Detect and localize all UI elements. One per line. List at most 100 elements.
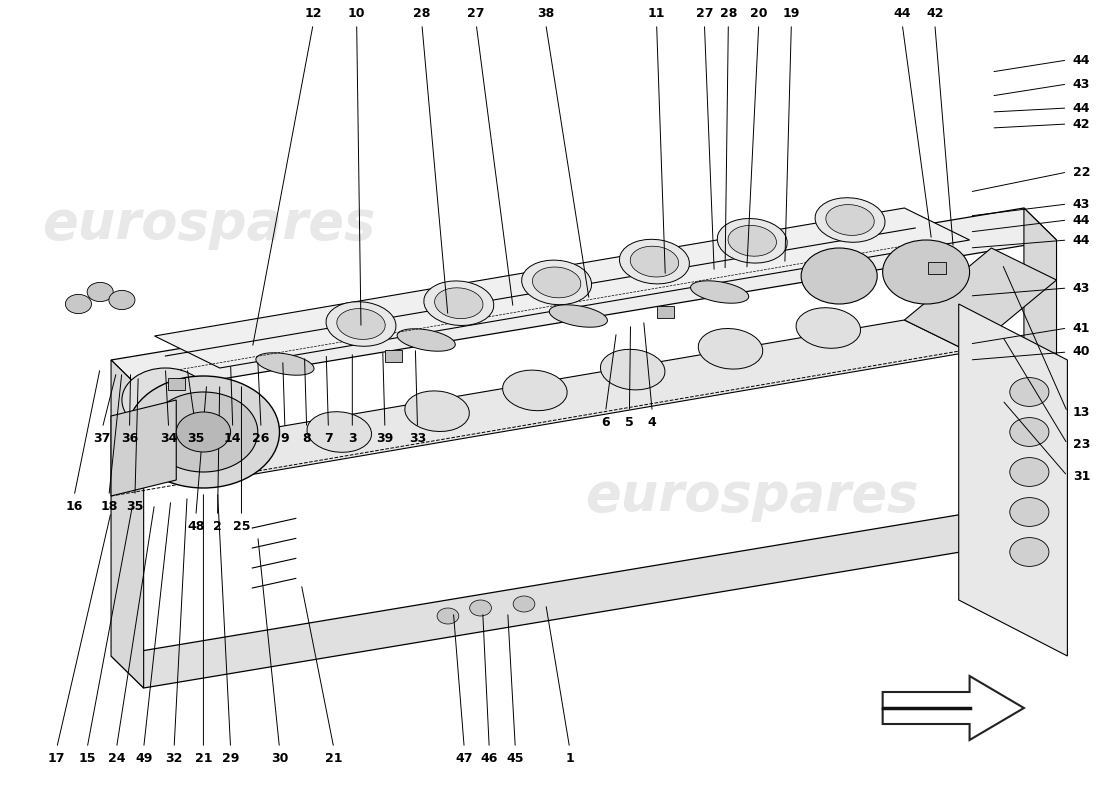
- Ellipse shape: [717, 218, 788, 263]
- Text: 22: 22: [1072, 166, 1090, 178]
- Text: 49: 49: [135, 752, 152, 765]
- Text: 43: 43: [1072, 282, 1090, 294]
- Text: 31: 31: [1072, 470, 1090, 482]
- Circle shape: [87, 282, 113, 302]
- Text: 20: 20: [750, 7, 768, 20]
- Text: 43: 43: [1072, 198, 1090, 210]
- Ellipse shape: [256, 353, 314, 375]
- Text: 14: 14: [224, 432, 242, 445]
- Text: 33: 33: [409, 432, 426, 445]
- Text: 45: 45: [507, 752, 524, 765]
- Polygon shape: [154, 208, 969, 368]
- Ellipse shape: [826, 205, 875, 235]
- Ellipse shape: [326, 302, 396, 346]
- Bar: [385, 350, 403, 362]
- Text: 32: 32: [165, 752, 183, 765]
- Text: 3: 3: [348, 432, 356, 445]
- Bar: [657, 306, 674, 318]
- Polygon shape: [111, 504, 1056, 688]
- Text: 30: 30: [271, 752, 288, 765]
- Text: 37: 37: [94, 432, 111, 445]
- Ellipse shape: [532, 267, 581, 298]
- Ellipse shape: [691, 281, 749, 303]
- Ellipse shape: [503, 370, 568, 410]
- Circle shape: [513, 596, 535, 612]
- Polygon shape: [1024, 208, 1056, 536]
- Text: 21: 21: [195, 752, 212, 765]
- Text: 36: 36: [121, 432, 139, 445]
- Ellipse shape: [521, 260, 592, 305]
- Text: 34: 34: [160, 432, 177, 445]
- Text: 4: 4: [648, 416, 657, 429]
- Text: 43: 43: [1072, 78, 1090, 90]
- Bar: [928, 262, 946, 274]
- Ellipse shape: [728, 226, 777, 256]
- Text: 18: 18: [100, 500, 118, 513]
- Text: 48: 48: [187, 520, 205, 533]
- Text: 24: 24: [108, 752, 125, 765]
- Text: eurospares: eurospares: [42, 198, 375, 250]
- Circle shape: [1010, 378, 1049, 406]
- Text: 9: 9: [280, 432, 289, 445]
- Text: 42: 42: [926, 7, 944, 20]
- Text: 25: 25: [233, 520, 250, 533]
- Polygon shape: [959, 304, 1067, 656]
- Text: 23: 23: [1072, 438, 1090, 450]
- Text: 21: 21: [326, 752, 342, 765]
- Text: 17: 17: [48, 752, 66, 765]
- Text: 29: 29: [222, 752, 240, 765]
- Circle shape: [1010, 418, 1049, 446]
- Ellipse shape: [307, 412, 372, 452]
- Circle shape: [437, 608, 459, 624]
- Ellipse shape: [434, 288, 483, 318]
- Text: 13: 13: [1072, 406, 1090, 418]
- Text: 15: 15: [78, 752, 96, 765]
- Text: 16: 16: [65, 500, 82, 513]
- Ellipse shape: [630, 246, 679, 277]
- Text: 35: 35: [187, 432, 205, 445]
- Ellipse shape: [337, 309, 385, 339]
- Circle shape: [801, 248, 877, 304]
- Polygon shape: [904, 248, 1056, 352]
- Text: 8: 8: [302, 432, 311, 445]
- Circle shape: [1010, 498, 1049, 526]
- Circle shape: [882, 240, 969, 304]
- Text: 46: 46: [481, 752, 498, 765]
- Polygon shape: [111, 400, 176, 496]
- Text: eurospares: eurospares: [585, 470, 918, 522]
- Text: 19: 19: [783, 7, 800, 20]
- Ellipse shape: [549, 305, 607, 327]
- Circle shape: [128, 376, 279, 488]
- Text: 6: 6: [602, 416, 609, 429]
- Text: 41: 41: [1072, 322, 1090, 334]
- Text: 44: 44: [1072, 234, 1090, 246]
- Ellipse shape: [601, 350, 666, 390]
- Ellipse shape: [405, 391, 470, 431]
- Text: 44: 44: [1072, 54, 1090, 66]
- Text: 44: 44: [1072, 102, 1090, 114]
- Text: 40: 40: [1072, 346, 1090, 358]
- Circle shape: [1010, 538, 1049, 566]
- Bar: [167, 378, 185, 390]
- Ellipse shape: [698, 329, 762, 369]
- Text: 1: 1: [565, 752, 574, 765]
- Text: 47: 47: [455, 752, 473, 765]
- Text: 38: 38: [537, 7, 554, 20]
- Ellipse shape: [810, 265, 868, 287]
- Circle shape: [150, 392, 257, 472]
- Polygon shape: [111, 208, 1056, 392]
- Polygon shape: [111, 360, 144, 688]
- Circle shape: [470, 600, 492, 616]
- Ellipse shape: [796, 308, 860, 348]
- Circle shape: [176, 412, 231, 452]
- Text: 27: 27: [468, 7, 485, 20]
- Text: 44: 44: [1072, 214, 1090, 226]
- Polygon shape: [882, 676, 1024, 740]
- Circle shape: [122, 368, 209, 432]
- Ellipse shape: [815, 198, 886, 242]
- Text: 39: 39: [376, 432, 394, 445]
- Ellipse shape: [619, 239, 690, 284]
- Text: 42: 42: [1072, 118, 1090, 130]
- Text: 2: 2: [213, 520, 222, 533]
- Circle shape: [1010, 458, 1049, 486]
